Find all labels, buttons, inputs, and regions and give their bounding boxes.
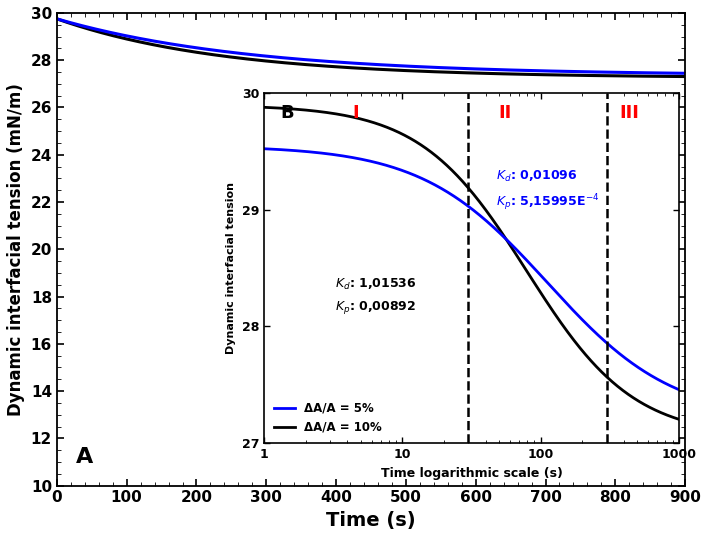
Text: A: A (76, 447, 93, 467)
X-axis label: Time (s): Time (s) (326, 511, 416, 530)
Y-axis label: Dynamic interfacial tension (mN/m): Dynamic interfacial tension (mN/m) (7, 83, 25, 416)
